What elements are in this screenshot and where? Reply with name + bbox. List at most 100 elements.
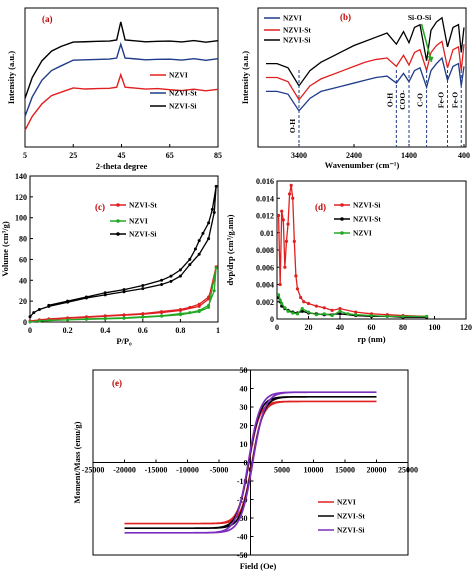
panel-d: 0 20 40 60 80 100 120 0 0.002 0.004 0.006 0.008 0.01… <box>225 177 472 344</box>
panel-e-xtick-label: -10000 <box>176 466 199 475</box>
panel-d-point <box>284 239 289 243</box>
panel-c-point <box>141 284 145 287</box>
panel-d-ytick-label: 0.014 <box>256 194 274 203</box>
panel-d-point <box>306 301 311 306</box>
panel-c-point <box>84 317 88 321</box>
panel-a-xtick-label: 25 <box>69 151 77 160</box>
panel-d-point <box>289 183 293 187</box>
panel-e-ytick-label: 30 <box>240 403 248 412</box>
panel-e-xtick-label: -20000 <box>113 466 136 475</box>
panel-b-annotation: O-H <box>288 119 297 133</box>
panel-c-point <box>178 268 182 272</box>
panel-c-point <box>197 239 201 243</box>
panel-e-xtick-label: 5000 <box>274 466 290 475</box>
panel-c-legend-item-label: NZVI-St <box>129 201 157 210</box>
panel-d-point <box>280 209 284 213</box>
panel-d-point <box>338 309 342 313</box>
panel-c-xtick-label: 0 <box>28 326 32 335</box>
panel-c-series-line <box>29 267 217 323</box>
panel-d-legend-item-marker <box>340 231 344 235</box>
panel-d-point <box>401 314 405 319</box>
panel-e-legend-item-label: NZVI <box>337 498 356 507</box>
panel-d-point <box>330 313 334 318</box>
panel-d-point <box>314 304 318 308</box>
panel-d-ytick-label: 0.004 <box>256 281 274 290</box>
panel-e-series-loop <box>124 395 377 530</box>
panel-c-tag: (c) <box>95 202 105 212</box>
panel-e-xtick-label: 15000 <box>335 466 355 475</box>
panel-d-legend-item-label: NZVI-Si <box>353 201 381 210</box>
panel-b-series-line <box>266 16 465 88</box>
panel-b-legend-item-label: NZVI-St <box>283 26 311 35</box>
panel-c-point <box>160 314 164 318</box>
panel-a-series-line <box>24 72 219 131</box>
panel-c-frame <box>29 175 219 323</box>
panel-c-point <box>210 207 214 211</box>
panel-c-ytick-label: 60 <box>19 255 27 264</box>
panel-e-xtick-label: -5000 <box>210 466 229 475</box>
panel-c-xtick-label: 1 <box>216 326 220 335</box>
panel-c-ylabel: Volume (cm³/g) <box>0 221 10 277</box>
panel-e-xtick-label: -15000 <box>145 466 168 475</box>
panel-c-series-line <box>29 266 217 322</box>
panel-d-point <box>302 300 306 304</box>
panel-d-point <box>295 312 300 316</box>
panel-d-xtick-label: 20 <box>305 323 313 332</box>
panel-b-arrow <box>420 23 433 63</box>
panel-c-point <box>28 320 32 324</box>
panel-d-point <box>330 308 334 312</box>
panel-b-tag: (b) <box>340 12 351 22</box>
panel-d-point <box>314 313 318 317</box>
panel-d-point <box>276 293 281 297</box>
panel-d-point <box>322 306 326 310</box>
panel-c-point <box>197 310 201 314</box>
panel-e-xlabel: Field (Oe) <box>240 561 277 571</box>
panel-c-point <box>207 295 211 299</box>
panel-d-point <box>322 312 326 316</box>
panel-c-point <box>32 311 36 315</box>
panel-c-legend-item-label: NZVI-Si <box>129 230 157 239</box>
panel-c-xtick-label: 0.4 <box>100 326 110 335</box>
panel-e-tag: (e) <box>112 378 122 388</box>
panel-d-point <box>300 307 304 311</box>
panel-c-point <box>122 288 126 292</box>
panel-d-point <box>354 313 358 317</box>
panel-e-series-loop <box>124 400 377 525</box>
panel-d-legend-item-label: NZVI <box>353 229 372 238</box>
panel-d-point <box>354 310 358 314</box>
panel-a-xtick-label: 45 <box>118 151 126 160</box>
panel-d-ylabel: dvp/drp (cm³/g.nm) <box>225 214 235 285</box>
panel-d-point <box>385 314 389 319</box>
panel-d-point <box>425 314 429 319</box>
panel-c-point <box>160 282 164 286</box>
panel-e-legend-item-label: NZVI-Si <box>337 526 365 535</box>
panel-d-point <box>338 307 342 311</box>
panel-c-legend-item-marker <box>116 232 120 236</box>
panel-c-point <box>84 295 88 299</box>
panel-d-point <box>276 213 281 218</box>
panel-d-point <box>283 306 287 310</box>
panel-c-point <box>188 311 192 315</box>
panel-b-annotation: Fe-O <box>437 92 446 108</box>
panel-d-point <box>369 313 374 318</box>
panel-b-xtick-label: 1400 <box>401 151 417 160</box>
panel-c-legend-item-label: NZVI <box>129 217 148 226</box>
panel-d-ytick-label: 0 <box>270 315 274 324</box>
panel-c-point <box>207 237 211 241</box>
panel-a-tag: (a) <box>42 14 53 24</box>
panel-d-xtick-label: 120 <box>460 323 472 332</box>
panel-c-point <box>212 289 216 293</box>
panel-b-arrow-head <box>427 56 434 62</box>
panel-b-series-line <box>266 40 465 101</box>
panel-c-xtick-label: 0.8 <box>175 326 185 335</box>
panel-a-series-line <box>24 21 219 99</box>
panel-d-ytick-label: 0.008 <box>256 246 274 255</box>
panel-d-legend-item-marker <box>340 217 344 221</box>
panel-b: 3400 2400 1400 400 Wavenumber (cm⁻¹) Intensit… <box>240 7 470 170</box>
panel-c-point <box>37 319 41 323</box>
panel-c-point <box>201 231 205 235</box>
panel-a-xtick-label: 5 <box>23 151 27 160</box>
panel-c-xtick-label: 0.2 <box>63 326 73 335</box>
panel-d-point <box>286 309 290 313</box>
